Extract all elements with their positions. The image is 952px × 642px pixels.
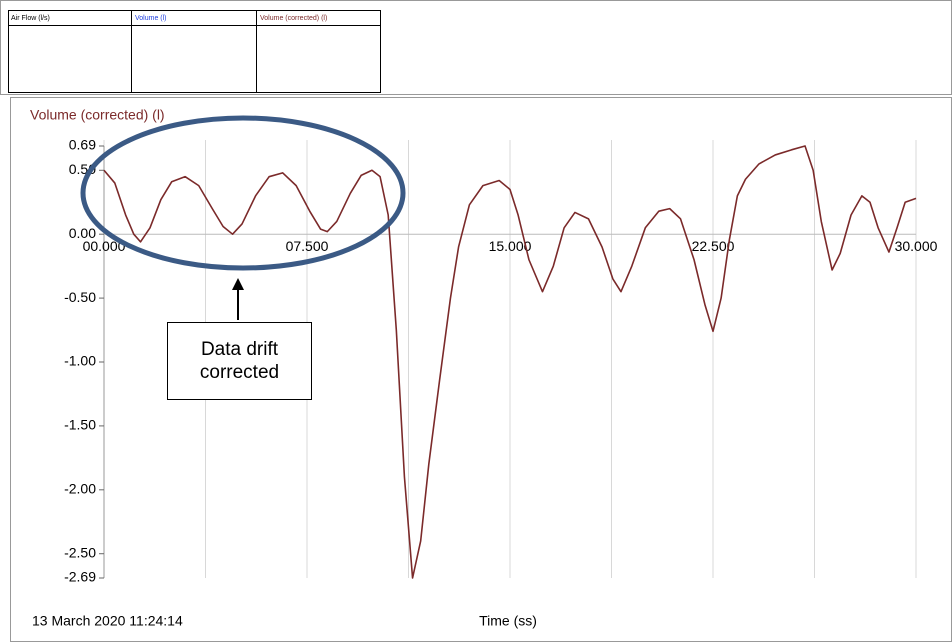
annotation-ellipse (80, 115, 406, 271)
channel-table (8, 10, 381, 93)
timestamp: 13 March 2020 11:24:14 (32, 613, 183, 629)
y-tick-label: -1.50 (64, 417, 96, 433)
x-axis-label: Time (ss) (479, 613, 537, 629)
annotation: Data drift corrected (167, 322, 312, 400)
chart-title: Volume (corrected) (l) (30, 107, 165, 123)
y-tick-label: 0.69 (69, 137, 96, 153)
panel-label: Volume (l) (135, 15, 167, 22)
x-tick-label: 30.000 (895, 238, 938, 254)
x-tick-label: 07.500 (286, 238, 329, 254)
y-tick-label: 0.00 (69, 225, 96, 241)
x-tick-label: 00.000 (83, 238, 126, 254)
y-tick-label: -0.50 (64, 289, 96, 305)
y-tick-label: -2.00 (64, 481, 96, 497)
x-tick-label: 15.000 (489, 238, 532, 254)
arrow-head (232, 278, 244, 290)
x-tick-label: 22.500 (692, 238, 735, 254)
y-tick-label: -2.69 (64, 569, 96, 585)
panel-label: Volume (corrected) (l) (260, 15, 327, 22)
data-line (103, 145, 917, 579)
y-tick-label: -2.50 (64, 544, 96, 560)
plot-panel (10, 97, 952, 642)
panel-label: Air Flow (l/s) (11, 15, 50, 22)
y-tick-label: -1.00 (64, 353, 96, 369)
